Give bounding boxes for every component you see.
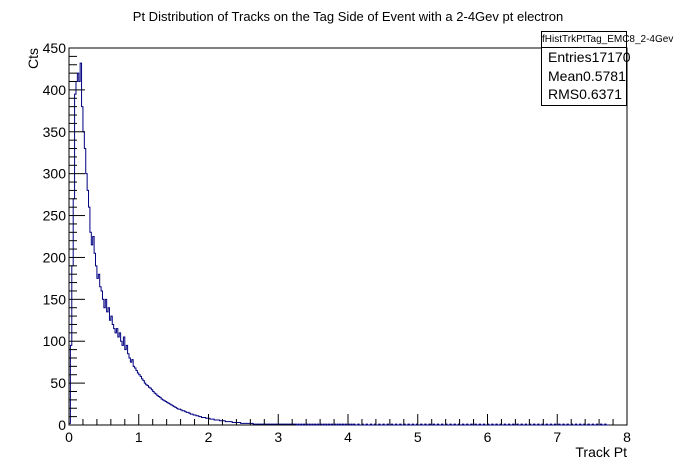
y-tick-label: 450 [43,40,67,56]
y-tick-label: 0 [58,417,66,433]
x-tick-label: 1 [135,429,143,445]
x-tick-label: 7 [553,429,561,445]
y-tick-label: 400 [43,82,67,98]
y-axis-label: Cts [25,48,41,69]
y-tick-label: 50 [50,375,66,391]
x-tick-label: 2 [205,429,213,445]
y-tick-label: 350 [43,124,67,140]
stats-box-name: fHistTrkPtTag_EMC8_2-4Gev [542,32,673,48]
y-tick-label: 200 [43,249,67,265]
x-tick-label: 3 [274,429,282,445]
x-tick-label: 5 [414,429,422,445]
stats-row-rms: RMS 0.6371 [542,85,626,104]
stats-box: fHistTrkPtTag_EMC8_2-4Gev Entries 17170 … [541,31,673,106]
y-tick-label: 300 [43,166,67,182]
stats-label-rms: RMS [548,86,580,102]
stats-row-entries: Entries 17170 [542,48,631,67]
y-axis: 0 50 100 150 200 250 300 350 400 450 [43,40,85,433]
stats-value-rms: 0.6371 [579,86,622,102]
stats-label-mean: Mean [548,67,584,84]
histogram-line [68,62,609,426]
x-axis: 0 1 2 3 4 5 6 7 8 [65,414,631,445]
y-tick-label: 150 [43,291,67,307]
x-axis-label: Track Pt [575,444,627,460]
stats-row-mean: Mean 0.5781 [542,67,626,86]
x-tick-label: 4 [344,429,352,445]
x-tick-label: 0 [65,429,73,445]
x-tick-label: 6 [484,429,492,445]
stats-value-entries: 17170 [591,49,631,65]
stats-value-mean: 0.5781 [583,67,626,84]
x-tick-label: 8 [623,429,631,445]
histogram-bins [68,62,609,426]
y-tick-label: 250 [43,208,67,224]
stats-label-entries: Entries [548,49,592,65]
chart-title: Pt Distribution of Tracks on the Tag Sid… [133,9,563,24]
y-tick-label: 100 [43,333,67,349]
